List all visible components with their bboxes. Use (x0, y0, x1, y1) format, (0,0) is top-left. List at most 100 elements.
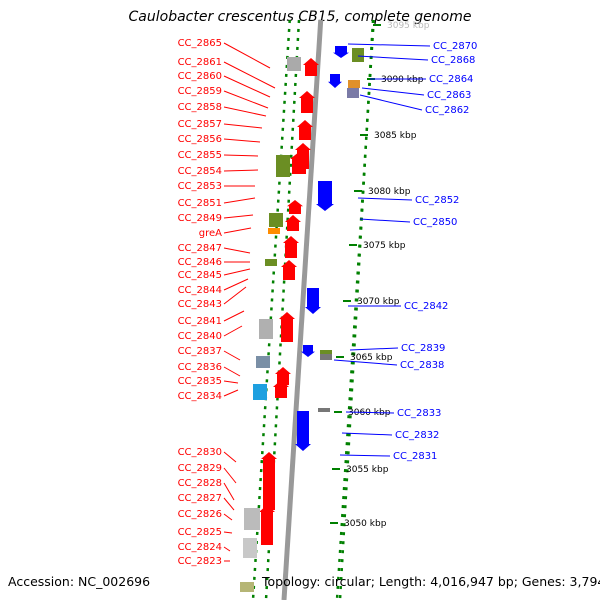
left-feature-block (240, 582, 254, 592)
gene-leader-left (223, 214, 254, 219)
gene-label-right: CC_2831 (393, 451, 437, 462)
gene-leader-left (223, 278, 249, 291)
forward-gene-arrow (285, 215, 301, 231)
right-inner-track (338, 19, 375, 600)
left-dotted-track (251, 19, 291, 600)
gene-leader-right (341, 432, 393, 436)
gene-leader-left (223, 90, 269, 109)
gene-label-left: CC_2843 (178, 299, 222, 310)
gene-label-left: CC_2846 (178, 257, 222, 268)
right-feature-block (320, 350, 332, 354)
reverse-gene-arrow (328, 74, 342, 88)
map-title: Caulobacter crescentus CB15, complete ge… (128, 9, 472, 25)
gene-label-right: CC_2833 (397, 408, 441, 419)
left-feature-block (268, 228, 280, 234)
gene-leader-left (223, 513, 233, 521)
left-feature-block (256, 356, 270, 368)
forward-gene-arrow (259, 505, 275, 545)
forward-gene-arrow (299, 91, 315, 113)
gene-label-left: CC_2853 (178, 181, 222, 192)
gene-label-left: CC_2849 (178, 213, 222, 224)
gene-label-left: CC_2858 (178, 102, 222, 113)
gene-leader-left (223, 531, 233, 534)
gene-leader-left (223, 268, 251, 276)
gene-leader-right (357, 197, 413, 201)
gene-leader-right (333, 359, 398, 366)
left-feature-block (276, 155, 290, 177)
gene-leader-left (223, 380, 239, 384)
forward-gene-arrow (279, 312, 295, 342)
reverse-gene-arrow (305, 288, 321, 314)
gene-label-left: CC_2857 (178, 119, 222, 130)
gene-leader-left (223, 227, 252, 234)
gene-leader-right (347, 43, 431, 47)
scale-label: 3075 kbp (363, 241, 406, 251)
left-feature-block (265, 259, 277, 266)
scale-label: 3055 kbp (346, 465, 389, 475)
gene-leader-right (345, 411, 395, 414)
gene-leader-left (223, 350, 241, 361)
scale-label: 3090 kbp (381, 75, 424, 85)
gene-leader-left (223, 286, 247, 305)
gene-label-left: CC_2856 (178, 134, 222, 145)
gene-leader-right (359, 94, 423, 111)
gene-leader-left (223, 169, 259, 172)
gene-leader-left (223, 42, 271, 69)
gene-label-left: CC_2854 (178, 166, 222, 177)
forward-gene-arrow (275, 367, 291, 385)
gene-label-left: CC_2860 (178, 71, 222, 82)
gene-label-left: CC_2825 (178, 527, 222, 538)
reverse-gene-arrow (316, 181, 334, 211)
right-feature-block (347, 88, 359, 98)
forward-gene-arrow (261, 452, 277, 510)
forward-gene-arrow (287, 200, 303, 214)
gene-label-left: CC_2845 (178, 270, 222, 281)
gene-label-left: CC_2847 (178, 243, 222, 254)
gene-label-right: CC_2870 (433, 41, 477, 52)
gene-leader-right (339, 454, 391, 457)
gene-leader-left (223, 482, 235, 501)
gene-label-right: CC_2842 (404, 301, 448, 312)
gene-leader-left (223, 106, 267, 117)
gene-leader-left (223, 497, 235, 511)
left-feature-block (259, 319, 273, 339)
gene-leader-left (223, 154, 259, 157)
genome-backbone (281, 19, 324, 600)
right-feature-block (320, 354, 332, 360)
gene-leader-left (223, 61, 276, 89)
gene-label-right: CC_2862 (425, 105, 469, 116)
gene-label-right: CC_2832 (395, 430, 439, 441)
gene-label-right: CC_2863 (427, 90, 471, 101)
right-feature-block (318, 408, 330, 412)
gene-leader-left (223, 451, 237, 463)
gene-label-left: CC_2824 (178, 542, 222, 553)
left-feature-block (244, 508, 260, 530)
gene-label-left: CC_2836 (178, 362, 222, 373)
scale-label: 3085 kbp (374, 131, 417, 141)
forward-gene-arrow (290, 152, 308, 174)
gene-label-left: greA (199, 228, 222, 239)
gene-leader-right (359, 218, 411, 223)
gene-label-left: CC_2837 (178, 346, 222, 357)
gene-label-left: CC_2835 (178, 376, 222, 387)
gene-label-right: CC_2864 (429, 74, 473, 85)
topology-label: Topology: circular; Length: 4,016,947 bp… (262, 574, 600, 589)
gene-label-left: CC_2865 (178, 38, 222, 49)
gene-label-left: CC_2844 (178, 285, 222, 296)
scale-label: 3050 kbp (344, 519, 387, 529)
left-inner-track (264, 19, 301, 600)
gene-label-left: CC_2830 (178, 447, 222, 458)
gene-leader-left (223, 546, 231, 552)
gene-label-left: CC_2826 (178, 509, 222, 520)
accession-label: Accession: NC_002696 (8, 574, 151, 589)
gene-leader-left (223, 389, 239, 397)
reverse-gene-arrow (301, 345, 315, 357)
gene-label-left: CC_2828 (178, 478, 222, 489)
gene-leader-left (223, 123, 263, 129)
forward-gene-arrow (297, 120, 313, 140)
scale-label: 3070 kbp (357, 297, 400, 307)
gene-label-left: CC_2827 (178, 493, 222, 504)
gene-leader-right (357, 55, 429, 61)
gene-label-left: CC_2834 (178, 391, 222, 402)
